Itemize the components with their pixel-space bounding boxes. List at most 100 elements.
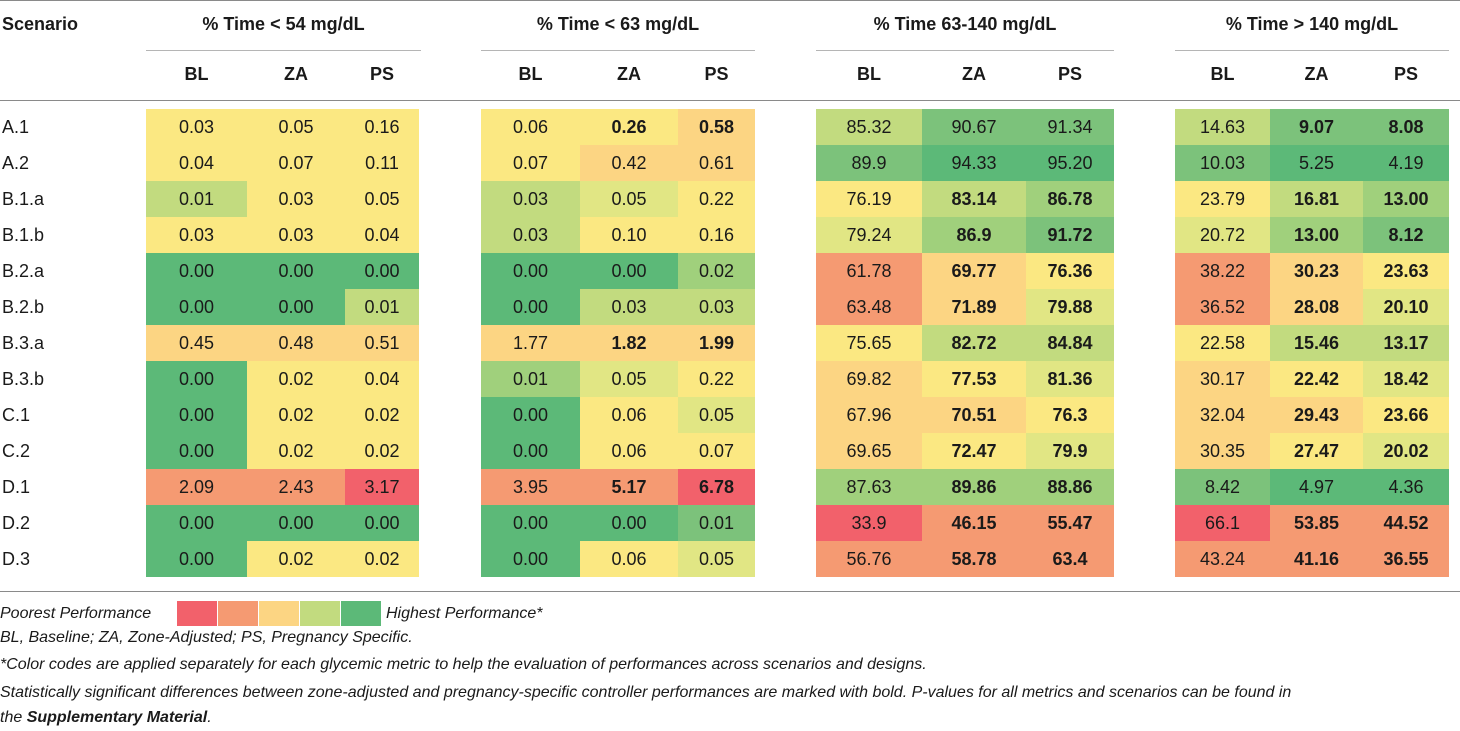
table-cell: 0.00 [247,289,345,325]
table-cell: 0.02 [247,541,345,577]
table-cell: 0.06 [481,109,580,145]
table-cell: 81.36 [1026,361,1114,397]
scenario-header: Scenario [2,14,79,34]
table-cell: 0.22 [678,361,755,397]
table-cell: 0.00 [580,505,678,541]
table-cell: 0.11 [345,145,419,181]
table-cell: 76.19 [816,181,922,217]
table-cell: 0.16 [345,109,419,145]
table-cell: 53.85 [1270,505,1363,541]
legend-swatch-4 [300,601,340,626]
table-cell: 8.42 [1175,469,1270,505]
table-cell: 72.47 [922,433,1026,469]
table-cell: 0.02 [345,541,419,577]
group-underline-2 [481,50,755,51]
subheader-bl: BL [857,64,881,84]
table-cell: 63.4 [1026,541,1114,577]
table-cell: 30.35 [1175,433,1270,469]
table-cell: 5.17 [580,469,678,505]
subheader-ps: PS [369,64,394,84]
table-cell: 0.00 [481,433,580,469]
table-cell: 0.22 [678,181,755,217]
table-cell: 0.06 [580,541,678,577]
table-cell: 89.9 [816,145,922,181]
table-cell: 0.26 [580,109,678,145]
row-label: A.2 [2,153,30,173]
table-cell: 0.05 [580,181,678,217]
table-cell: 38.22 [1175,253,1270,289]
table-cell: 20.10 [1363,289,1449,325]
table-cell: 0.58 [678,109,755,145]
table-cell: 0.03 [481,217,580,253]
table-cell: 69.77 [922,253,1026,289]
legend-swatch-5 [341,601,381,626]
table-cell: 2.09 [146,469,247,505]
table-cell: 29.43 [1270,397,1363,433]
table-cell: 0.07 [247,145,345,181]
table-cell: 0.05 [678,541,755,577]
table-cell: 0.02 [247,433,345,469]
table-cell: 79.24 [816,217,922,253]
table-cell: 0.03 [247,217,345,253]
table-cell: 61.78 [816,253,922,289]
legend-highest-label: Highest Performance* [386,605,543,622]
supplementary-material-link[interactable]: Supplementary Material [26,709,208,726]
table-cell: 33.9 [816,505,922,541]
table-cell: 22.58 [1175,325,1270,361]
table-cell: 0.06 [580,433,678,469]
table-cell: 0.00 [481,289,580,325]
table-cell: 0.03 [247,181,345,217]
table-cell: 8.12 [1363,217,1449,253]
table-cell: 23.66 [1363,397,1449,433]
row-label: D.1 [2,477,31,497]
table-cell: 8.08 [1363,109,1449,145]
table-cell: 0.00 [146,433,247,469]
table-cell: 90.67 [922,109,1026,145]
table-cell: 0.00 [481,397,580,433]
group-header-1: % Time < 54 mg/dL [202,14,365,34]
table-cell: 0.42 [580,145,678,181]
table-cell: 0.02 [345,397,419,433]
subheader-za: ZA [617,64,641,84]
table-cell: 87.63 [816,469,922,505]
table-cell: 0.07 [678,433,755,469]
row-label: D.2 [2,513,31,533]
significance-note-line2: the Supplementary Material. [0,707,212,729]
table-cell: 0.10 [580,217,678,253]
row-label: B.2.b [2,297,45,317]
table-cell: 75.65 [816,325,922,361]
table-cell: 0.03 [146,217,247,253]
significance-note-line1: Statistically significant differences be… [0,684,1292,701]
table-cell: 66.1 [1175,505,1270,541]
table-cell: 5.25 [1270,145,1363,181]
table-cell: 4.97 [1270,469,1363,505]
table-cell: 3.17 [345,469,419,505]
legend-poorest-label: Poorest Performance [0,605,152,622]
significance-suffix: . [207,709,212,726]
header-bottom-rule [0,100,1460,101]
table-cell: 1.82 [580,325,678,361]
table-cell: 55.47 [1026,505,1114,541]
table-cell: 0.05 [345,181,419,217]
table-cell: 0.02 [345,433,419,469]
table-cell: 0.04 [345,217,419,253]
table-cell: 0.00 [146,397,247,433]
table-cell: 9.07 [1270,109,1363,145]
table-cell: 0.61 [678,145,755,181]
table-cell: 1.99 [678,325,755,361]
table-cell: 23.63 [1363,253,1449,289]
table-top-rule [0,0,1460,1]
table-cell: 83.14 [922,181,1026,217]
legend-swatch-2 [218,601,258,626]
legend-swatch-1 [177,601,217,626]
table-cell: 0.04 [345,361,419,397]
table-cell: 0.01 [678,505,755,541]
table-cell: 16.81 [1270,181,1363,217]
table-cell: 0.45 [146,325,247,361]
table-cell: 10.03 [1175,145,1270,181]
subheader-bl: BL [1210,64,1235,84]
table-cell: 23.79 [1175,181,1270,217]
table-cell: 79.9 [1026,433,1114,469]
row-label: B.3.a [2,333,45,353]
table-cell: 0.03 [678,289,755,325]
